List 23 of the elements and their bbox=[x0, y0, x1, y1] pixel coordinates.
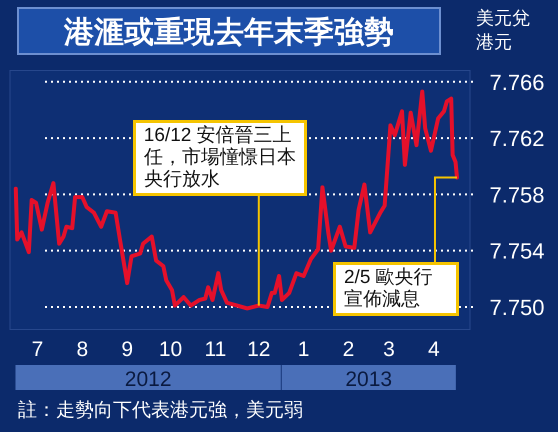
chart-title: 港滙或重現去年末季強勢 bbox=[63, 16, 394, 49]
annotation: 2/5 歐央行宣佈減息 bbox=[332, 262, 459, 316]
y-tick-label: 7.758 bbox=[489, 182, 545, 208]
x-tick-label: 11 bbox=[204, 338, 226, 361]
annotation: 16/12 安倍晉三上任，市場憧憬日本央行放水 bbox=[132, 120, 307, 196]
y-tick-label: 7.750 bbox=[489, 294, 545, 320]
y-tick-label: 7.762 bbox=[489, 126, 545, 152]
y-tick-label: 7.766 bbox=[489, 70, 545, 95]
y-tick-label: 7.754 bbox=[489, 238, 545, 264]
x-tick-label: 2 bbox=[342, 338, 354, 361]
x-tick-label: 12 bbox=[247, 338, 270, 361]
x-tick-label: 10 bbox=[158, 338, 182, 361]
y-axis-title: 美元兌港元 bbox=[476, 8, 530, 52]
text: 2013 bbox=[345, 368, 392, 391]
text: 註：走勢向下代表港元強，美元弱 bbox=[18, 399, 303, 421]
x-tick-label: 9 bbox=[121, 338, 134, 361]
x-tick-label: 8 bbox=[76, 338, 88, 361]
line-series bbox=[14, 90, 459, 310]
x-tick-label: 4 bbox=[428, 338, 440, 361]
x-tick-label: 1 bbox=[298, 338, 310, 361]
text: 2012 bbox=[124, 368, 172, 391]
x-tick-label: 3 bbox=[383, 338, 395, 361]
x-tick-label: 7 bbox=[32, 338, 44, 361]
